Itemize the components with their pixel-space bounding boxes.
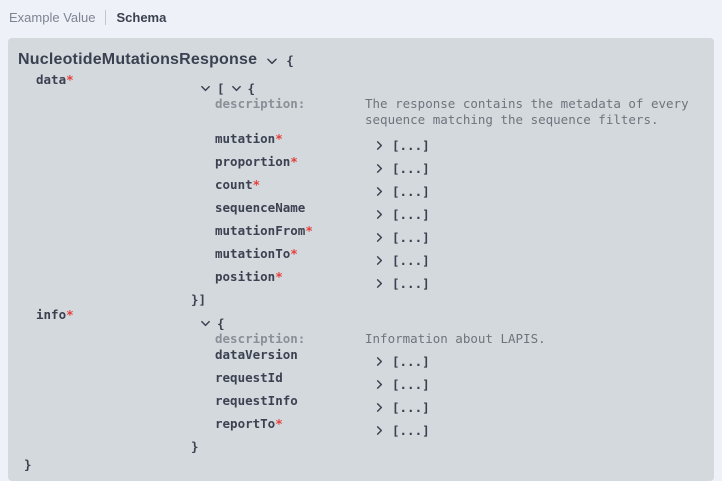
property-expand-toggle[interactable]: [...] (374, 423, 430, 438)
property-row-requestInfo: requestInfo [...] (200, 393, 704, 416)
chevron-right-icon (374, 163, 385, 174)
required-star: * (66, 72, 74, 87)
chevron-right-icon (374, 209, 385, 220)
tab-schema[interactable]: Schema (116, 9, 167, 25)
chevron-right-icon (374, 232, 385, 243)
property-row-position: position* [...] (200, 269, 704, 292)
tab-separator (105, 9, 107, 25)
collapsed-label: [...] (392, 353, 430, 369)
array-close-token: }] (191, 292, 207, 307)
chevron-right-icon (374, 186, 385, 197)
property-row-sequenceName: sequenceName [...] (200, 200, 704, 223)
model-tab-bar: Example Value Schema (0, 0, 722, 27)
property-row-mutation: mutation* [...] (200, 131, 704, 154)
description-label: description: (215, 96, 306, 111)
chevron-right-icon (374, 140, 385, 151)
open-brace: { (286, 52, 294, 68)
property-row-reportTo: reportTo* [...] (200, 416, 704, 439)
property-expand-toggle[interactable]: [...] (374, 400, 430, 415)
property-expand-toggle[interactable]: [...] (374, 253, 430, 268)
field-name-data: data* (36, 72, 74, 87)
description-text: The response contains the metadata of ev… (365, 96, 689, 127)
property-name: dataVersion (215, 346, 298, 362)
property-row-mutationFrom: mutationFrom* [...] (200, 223, 704, 246)
collapsed-label: [...] (392, 376, 430, 392)
property-row-mutationTo: mutationTo* [...] (200, 246, 704, 269)
open-brace: { (217, 316, 225, 331)
field-value-info: { description: Information about LAPIS. … (191, 307, 704, 454)
field-row-data: data* [ { description: The response cont… (18, 72, 704, 307)
chevron-right-icon (374, 402, 385, 413)
description-text: Information about LAPIS. (365, 331, 546, 346)
property-expand-toggle[interactable]: [...] (374, 184, 430, 199)
open-bracket: [ (217, 81, 225, 96)
property-name: proportion* (215, 154, 298, 169)
object-close-token: } (191, 438, 199, 454)
description-row: description: Information about LAPIS. (200, 331, 704, 347)
chevron-down-icon[interactable] (200, 318, 211, 329)
required-star: * (252, 177, 261, 192)
object-open-line: { (200, 316, 704, 331)
required-star: * (66, 307, 74, 322)
property-name: mutationTo* (215, 246, 298, 261)
chevron-down-icon[interactable] (265, 54, 279, 68)
open-brace: { (247, 81, 256, 96)
chevron-right-icon (374, 255, 385, 266)
model-title-row: NucleotideMutationsResponse { (18, 51, 704, 69)
chevron-down-icon[interactable] (200, 83, 211, 94)
chevron-right-icon (374, 356, 385, 367)
property-row-proportion: proportion* [...] (200, 154, 704, 177)
property-name: reportTo* (215, 415, 283, 431)
chevron-right-icon (374, 278, 385, 289)
collapsed-label: [...] (392, 399, 430, 415)
property-name: mutationFrom* (215, 223, 313, 238)
property-name: count* (215, 177, 261, 192)
collapsed-label: [...] (392, 276, 430, 291)
array-open-line: [ { (200, 81, 704, 96)
schema-panel: NucleotideMutationsResponse { data* [ { … (8, 38, 714, 481)
required-star: * (305, 223, 313, 238)
property-row-dataVersion: dataVersion [...] (200, 347, 704, 370)
property-name: mutation* (215, 131, 283, 146)
required-star: * (290, 154, 298, 169)
field-row-info: info* { description: Information about L… (18, 307, 704, 454)
property-expand-toggle[interactable]: [...] (374, 377, 430, 392)
chevron-right-icon (374, 425, 385, 436)
required-star: * (275, 269, 283, 284)
description-row: description: The response contains the m… (200, 96, 704, 127)
property-expand-toggle[interactable]: [...] (374, 138, 430, 153)
description-label: description: (215, 331, 306, 346)
collapsed-label: [...] (392, 422, 430, 438)
property-name: sequenceName (215, 200, 306, 215)
property-row-count: count* [...] (200, 177, 704, 200)
chevron-right-icon (374, 379, 385, 390)
property-expand-toggle[interactable]: [...] (374, 161, 430, 176)
required-star: * (275, 131, 283, 146)
required-star: * (290, 246, 298, 261)
required-star: * (275, 415, 283, 431)
collapsed-label: [...] (392, 138, 430, 153)
property-expand-toggle[interactable]: [...] (374, 276, 430, 291)
root-close-brace: } (24, 456, 32, 472)
property-expand-toggle[interactable]: [...] (374, 354, 430, 369)
model-title: NucleotideMutationsResponse (18, 51, 258, 68)
property-name: position* (215, 269, 283, 284)
property-name: requestId (215, 369, 283, 385)
field-name-info: info* (36, 307, 74, 322)
field-value-data: [ { description: The response contains t… (191, 72, 704, 307)
collapsed-label: [...] (392, 207, 430, 222)
property-name: requestInfo (215, 392, 298, 408)
collapsed-label: [...] (392, 230, 430, 245)
property-expand-toggle[interactable]: [...] (374, 207, 430, 222)
property-expand-toggle[interactable]: [...] (374, 230, 430, 245)
collapsed-label: [...] (392, 161, 430, 176)
tab-example-value[interactable]: Example Value (9, 9, 96, 25)
property-row-requestId: requestId [...] (200, 370, 704, 393)
chevron-down-icon[interactable] (231, 83, 242, 94)
collapsed-label: [...] (392, 253, 430, 268)
collapsed-label: [...] (392, 184, 430, 199)
